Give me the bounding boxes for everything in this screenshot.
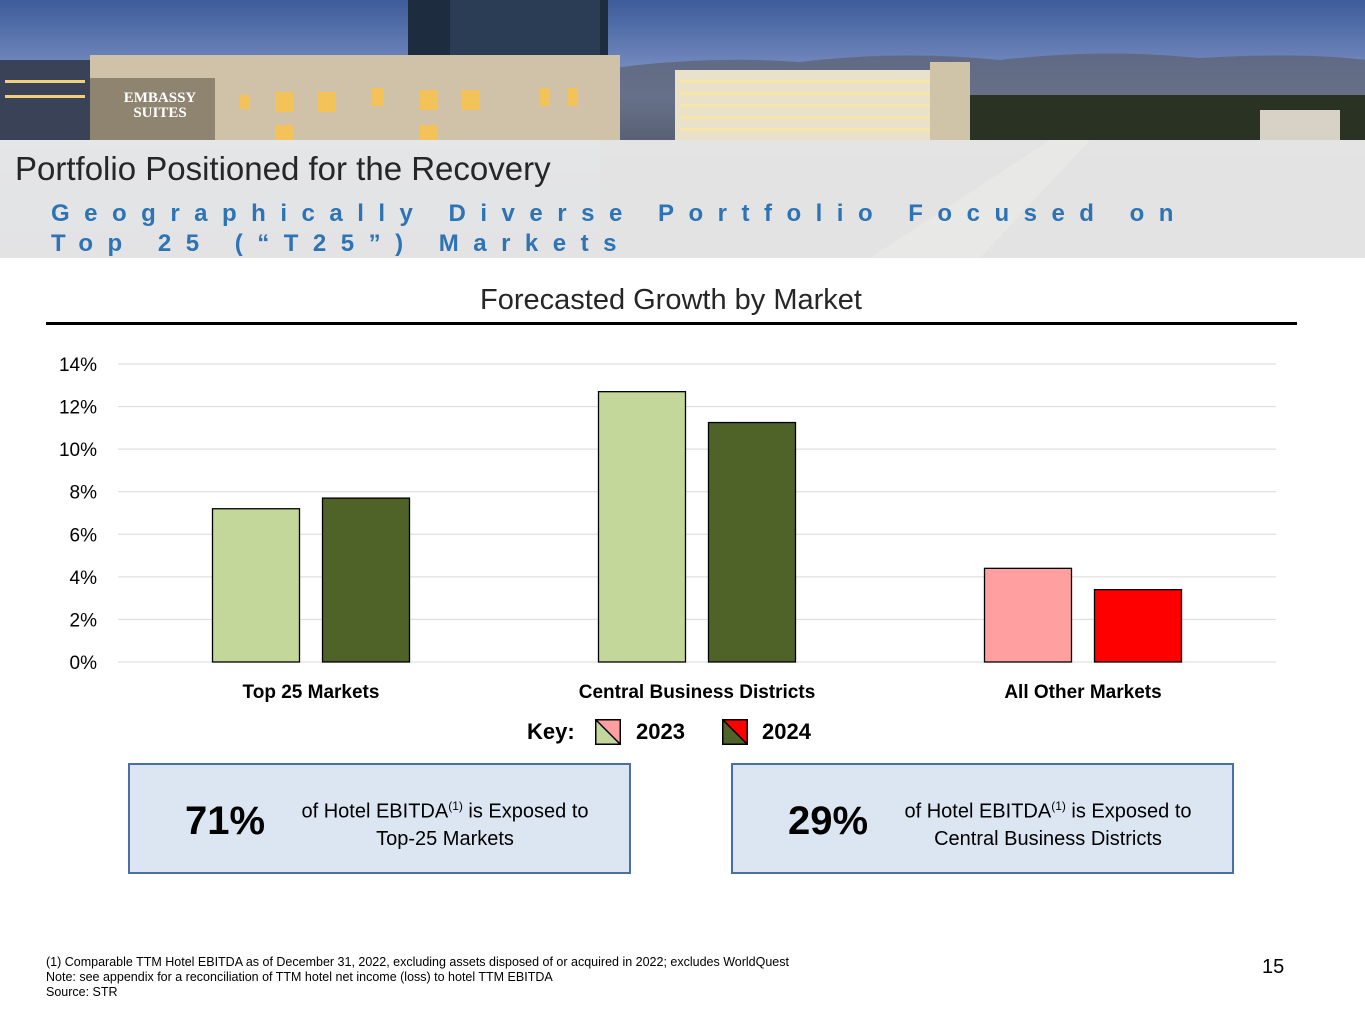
footnotes: (1) Comparable TTM Hotel EBITDA as of De… [46, 955, 789, 1000]
footnote-marker: (1) [1051, 799, 1066, 813]
footnote-marker: (1) [448, 799, 463, 813]
page-subtitle: Geographically Diverse Portfolio Focused… [51, 200, 1188, 257]
bar-2024-2 [1093, 588, 1183, 663]
legend-swatch-2024 [722, 719, 748, 745]
callout-percentage: 29% [788, 799, 869, 843]
hotel-sign-line2: SUITES [133, 105, 186, 121]
x-category-label: All Other Markets [1004, 682, 1161, 703]
y-tick-label: 6% [70, 525, 98, 546]
legend-swatch-2023 [595, 719, 621, 745]
callout-text: Central Business Districts [934, 827, 1162, 850]
chart-title: Forecasted Growth by Market [480, 284, 862, 316]
y-tick-label: 14% [59, 355, 97, 376]
callout-description: of Hotel EBITDA(1) is Exposed to Central… [888, 793, 1208, 853]
footnote-note: Note: see appendix for a reconciliation … [46, 970, 553, 984]
y-tick-label: 2% [70, 610, 98, 631]
y-tick-label: 8% [70, 483, 98, 504]
bar-chart: 0% 2% 4% 6% 8% 10% 12% 14% Top 25 Markets Central… [59, 355, 1276, 703]
footnote-source: Source: STR [46, 985, 118, 999]
bar-2024-0 [321, 497, 411, 663]
x-category-label: Central Business Districts [579, 682, 816, 703]
hotel-sign-line1: EMBASSY [124, 90, 197, 106]
legend-label-2023: 2023 [636, 719, 685, 744]
legend-key-label: Key: [527, 719, 575, 744]
x-category-label: Top 25 Markets [243, 682, 380, 703]
bar-2023-0 [211, 508, 301, 663]
y-tick-label: 0% [70, 653, 98, 674]
y-tick-label: 10% [59, 440, 97, 461]
bar-2024-1 [707, 421, 797, 663]
footnote-1: (1) Comparable TTM Hotel EBITDA as of De… [46, 955, 789, 969]
callout-text: is Exposed to [1065, 800, 1192, 823]
callout-text: is Exposed to [462, 800, 589, 823]
callout-text: Top-25 Markets [376, 827, 514, 850]
callout-percentage: 71% [185, 799, 266, 843]
legend-label-2024: 2024 [762, 719, 811, 744]
callout-text: of Hotel EBITDA [904, 800, 1052, 823]
bar-2023-2 [983, 567, 1073, 663]
title-band [0, 140, 1365, 258]
callout-text: of Hotel EBITDA [301, 800, 449, 823]
page-number: 15 [1262, 956, 1285, 978]
title-divider [46, 322, 1297, 325]
page-title: Portfolio Positioned for the Recovery [15, 150, 551, 187]
y-tick-label: 4% [70, 568, 98, 589]
callout-cbd-ebitda: 29% of Hotel EBITDA(1) is Exposed to Cen… [731, 763, 1234, 874]
callout-top25-ebitda: 71% of Hotel EBITDA(1) is Exposed to Top… [128, 763, 631, 874]
callout-description: of Hotel EBITDA(1) is Exposed to Top-25 … [285, 793, 605, 853]
bar-2023-1 [597, 391, 687, 663]
y-tick-label: 12% [59, 398, 97, 419]
